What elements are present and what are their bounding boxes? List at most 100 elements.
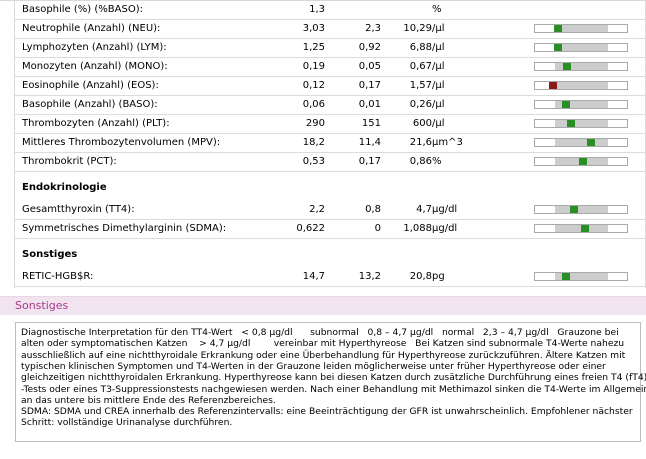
unit: /µl	[432, 118, 445, 129]
value-marker	[570, 206, 579, 213]
unit: /µl	[432, 80, 445, 91]
section-heading: Endokrinologie	[15, 177, 645, 199]
value-marker	[561, 101, 570, 108]
reference-range-fill	[555, 44, 608, 51]
parameter-name: Lymphozyten (Anzahl) (LYM):	[22, 42, 167, 53]
reference-range-bar	[534, 43, 628, 52]
reference-high: 4,7	[416, 204, 432, 215]
reference-high: 10,29	[403, 23, 432, 34]
reference-high: 1,57	[409, 80, 432, 91]
reference-low: 13,2	[358, 271, 381, 282]
reference-high: 1,088	[403, 223, 432, 234]
reference-range-bar	[534, 272, 628, 281]
reference-high: 21,6	[409, 137, 432, 148]
table-row: Basophile (Anzahl) (BASO): 0,06 0,01 0,26/µ…	[15, 96, 645, 115]
value-marker	[563, 63, 572, 70]
unit: /µl	[432, 23, 445, 34]
reference-range-bar	[534, 62, 628, 71]
table-row: RETIC-HGB$R: 14,7 13,2 20,8 pg	[15, 268, 645, 287]
parameter-name: RETIC-HGB$R:	[22, 271, 94, 282]
result-value: 18,2	[302, 137, 325, 148]
reference-range-bar	[534, 119, 628, 128]
unit: pg	[432, 271, 445, 282]
reference-high: 20,8	[409, 271, 432, 282]
value-marker	[581, 225, 590, 232]
reference-range-fill	[555, 273, 608, 280]
result-value: 1,25	[302, 42, 325, 53]
result-value: 14,7	[302, 271, 325, 282]
unit: %	[432, 4, 442, 15]
table-border-left	[14, 0, 15, 288]
low-value-marker	[548, 82, 557, 89]
table-row: Mittleres Thrombozytenvolumen (MPV): 18,2…	[15, 134, 645, 153]
reference-high: 0,86	[409, 156, 432, 167]
result-value: 3,03	[302, 23, 325, 34]
parameter-name: Thrombokrit (PCT):	[22, 156, 117, 167]
value-marker	[567, 120, 576, 127]
table-row: Thrombokrit (PCT): 0,53 0,17 0,86%	[15, 153, 645, 172]
reference-range-bar	[534, 100, 628, 109]
unit: /µl	[432, 42, 445, 53]
reference-range-fill	[555, 63, 608, 70]
reference-range-fill	[555, 101, 608, 108]
note-line: Diagnostische Interpretation für den TT4…	[21, 327, 619, 338]
reference-high: 6,88	[409, 42, 432, 53]
reference-range-bar	[534, 224, 628, 233]
section-title: Sonstiges	[15, 299, 69, 312]
value-marker	[554, 44, 563, 51]
reference-range-bar	[534, 205, 628, 214]
table-row: Thrombozyten (Anzahl) (PLT): 290 151 600/µl	[15, 115, 645, 134]
table-row: Lymphozyten (Anzahl) (LYM): 1,25 0,92 6,88/…	[15, 39, 645, 58]
result-value: 0,53	[302, 156, 325, 167]
unit: /µl	[432, 61, 445, 72]
reference-range-fill	[555, 120, 608, 127]
top-divider	[0, 0, 646, 1]
note-line: SDMA: SDMA und CREA innerhalb des Refere…	[21, 406, 633, 418]
result-value: 2,2	[309, 204, 325, 215]
parameter-name: Symmetrisches Dimethylarginin (SDMA):	[22, 223, 227, 234]
reference-range-bar	[534, 157, 628, 166]
unit: µg/dl	[432, 204, 458, 215]
reference-low: 11,4	[358, 137, 381, 148]
table-row: Eosinophile (Anzahl) (EOS): 0,12 0,17 1,57/…	[15, 77, 645, 96]
reference-low: 0,8	[365, 204, 381, 215]
reference-low	[325, 1, 381, 19]
value-marker	[586, 139, 595, 146]
reference-low: 0,05	[358, 61, 381, 72]
result-value: 290	[305, 118, 325, 129]
parameter-name: Monozyten (Anzahl) (MONO):	[22, 61, 168, 72]
note-line: ausschließlich auf eine nichtthyroidale …	[21, 349, 626, 361]
note-line: gleichzeitigen nichtthyroidalen Erkranku…	[21, 372, 646, 384]
reference-low: 0	[374, 223, 381, 234]
interpretation-note: Diagnostische Interpretation für den TT4…	[15, 322, 646, 442]
value-marker	[561, 273, 570, 280]
unit: %	[432, 156, 442, 167]
result-value: 0,12	[302, 80, 325, 91]
value-marker	[554, 25, 563, 32]
note-line: typischen klinischen Symptomen und T4-We…	[21, 360, 606, 372]
note-line: alten oder symptomatischen Katzen > 4,7 …	[21, 338, 625, 350]
reference-high: 0,67	[409, 61, 432, 72]
value-marker	[578, 158, 587, 165]
reference-low: 2,3	[365, 23, 381, 34]
table-row: Symmetrisches Dimethylarginin (SDMA): 0,6…	[15, 220, 645, 239]
reference-high: 600	[412, 118, 432, 129]
note-line: an das untere bis mittlere Ende des Refe…	[21, 394, 276, 406]
table-row: Basophile (%) (%BASO): 1,3%	[15, 1, 645, 20]
reference-low: 0,17	[358, 156, 381, 167]
reference-range-bar	[534, 81, 628, 90]
note-line: Schritt: vollständige Urinanalyse durchf…	[21, 417, 233, 429]
table-row: Gesamtthyroxin (TT4): 2,2 0,8 4,7 µg/dl	[15, 201, 645, 220]
reference-range-fill	[555, 82, 608, 89]
reference-high: 0,26	[409, 99, 432, 110]
reference-range-fill	[555, 25, 608, 32]
unit: µm^3	[432, 137, 463, 148]
reference-low: 0,92	[358, 42, 381, 53]
result-value: 0,622	[296, 223, 325, 234]
unit: µg/dl	[432, 223, 458, 234]
table-row: Neutrophile (Anzahl) (NEU): 3,03 2,3 10,29/…	[15, 20, 645, 39]
note-line: -Tests oder eines T3-Suppressionstests n…	[21, 383, 646, 395]
unit: /µl	[432, 99, 445, 110]
parameter-name: Basophile (Anzahl) (BASO):	[22, 99, 158, 110]
